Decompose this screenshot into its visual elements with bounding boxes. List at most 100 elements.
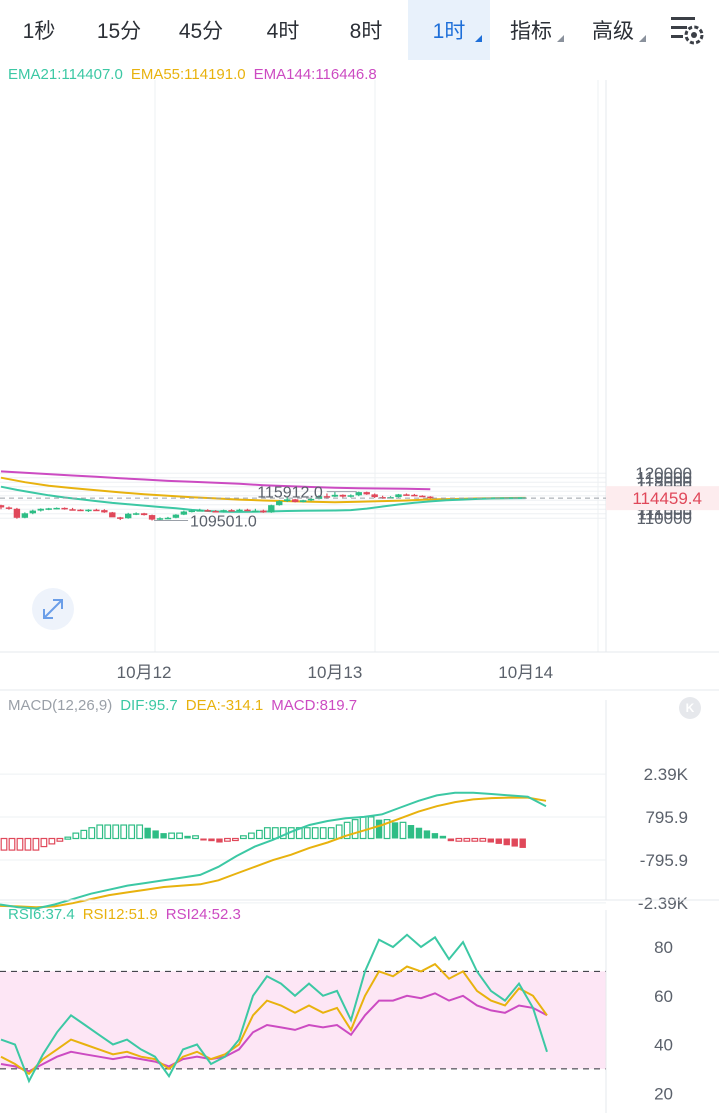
ema55-line [0, 476, 526, 504]
tab-4h[interactable]: 4时 [242, 0, 324, 60]
macd-hist-bar [72, 832, 80, 840]
tab-label: 高级 [592, 20, 634, 43]
ema55-legend: EMA55:114191.0 [130, 66, 246, 83]
macd-hist-bar [32, 837, 40, 851]
macd-hist-bar [351, 819, 359, 840]
candle-down [323, 496, 331, 498]
rsi12-line [0, 962, 548, 1076]
macd-hist-bar [471, 837, 479, 842]
macd-hist-bar [8, 837, 16, 851]
macd-hist-bar [104, 824, 112, 840]
candle-up [331, 494, 339, 497]
chart-settings-icon[interactable] [669, 14, 705, 46]
candle-up [284, 499, 291, 502]
last-price-label: 114459.4 [632, 489, 702, 508]
macd-hist-bar [232, 837, 239, 842]
macd-hist-bar [455, 837, 463, 842]
ema-legend: EMA21:114407.0 EMA55:114191.0 EMA144:11644… [8, 66, 385, 83]
price-tick-label: 110000 [637, 509, 692, 528]
k-line-toggle-button[interactable]: K [679, 697, 701, 719]
macd-hist-bar [399, 821, 407, 840]
candle-down [244, 509, 251, 512]
macd-params-legend: MACD(12,26,9) [8, 697, 113, 714]
candle-down [260, 510, 267, 513]
macd-hist-bar [240, 835, 247, 840]
dea-line [0, 796, 547, 909]
candle-down [101, 510, 108, 513]
candle-up [220, 510, 227, 512]
dropdown-triangle-icon [475, 35, 482, 42]
expand-chart-button[interactable] [32, 588, 74, 630]
timeframe-tab-bar: 1秒 15分 45分 4时 8时 1时 指标 高级 [0, 0, 719, 60]
rsi24-legend: RSI24:52.3 [165, 906, 241, 923]
tab-15m[interactable]: 15分 [78, 0, 160, 60]
candle-up [276, 501, 283, 506]
candle-down [109, 512, 116, 518]
date-axis-label: 10月14 [498, 663, 553, 682]
rsi12-legend: RSI12:51.9 [82, 906, 158, 923]
candle-down [148, 515, 156, 520]
macd-hist-bar [144, 827, 151, 839]
last-price-tag [606, 486, 719, 511]
macd-hist-bar [503, 838, 510, 846]
candle-up [252, 510, 259, 513]
candle-down [93, 509, 100, 512]
macd-hist-bar [40, 837, 48, 848]
macd-hist-bar [255, 829, 263, 840]
macd-hist-bar [96, 824, 104, 840]
candle-down [212, 511, 219, 513]
tab-1h[interactable]: 1时 [408, 0, 490, 60]
tab-label: 8时 [349, 20, 383, 43]
candle-up [307, 498, 315, 501]
dropdown-triangle-icon [639, 35, 646, 42]
macd-hist-bar [120, 824, 128, 840]
macd-hist-bar [463, 837, 471, 842]
price-tick-label: 120000 [635, 464, 692, 483]
macd-hist-bar [375, 819, 383, 839]
indicators-menu[interactable]: 指标 [490, 0, 572, 60]
macd-hist-bar [415, 827, 423, 839]
candle-up [164, 517, 172, 520]
candle-down [403, 494, 410, 496]
high-price-label: 115912.0 [257, 485, 323, 502]
dif-line [0, 791, 547, 910]
candle-up [315, 496, 323, 499]
advanced-menu[interactable]: 高级 [572, 0, 654, 60]
macd-hist-bar [383, 819, 391, 840]
candle-up [37, 508, 44, 511]
tab-label: 1秒 [22, 20, 56, 43]
macd-hist-bar [319, 827, 327, 840]
macd-hist-bar [391, 822, 399, 839]
macd-hist-bar [152, 830, 159, 839]
tab-label: 15分 [96, 20, 142, 43]
dropdown-triangle-icon [557, 35, 564, 42]
macd-hist-bar [112, 824, 120, 840]
macd-hist-bar [407, 825, 415, 839]
macd-hist-bar [88, 827, 96, 840]
macd-hist-bar [56, 837, 64, 842]
candle-up [347, 495, 354, 497]
tab-label: 1时 [432, 20, 466, 43]
tab-label: 4时 [266, 20, 300, 43]
macd-hist-bar [16, 837, 24, 851]
low-price-label: 109501.0 [190, 513, 257, 530]
candlestick-chart[interactable]: 1100001110001120001130001140001150001160… [0, 60, 719, 1113]
macd-hist-bar [192, 835, 199, 840]
macd-hist-bar [311, 827, 319, 840]
candle-up [156, 518, 164, 520]
macd-tick-label: 795.9 [645, 808, 688, 827]
macd-hist-bar [0, 837, 8, 851]
candle-down [69, 509, 76, 511]
rsi-legend: RSI6:37.4 RSI12:51.9 RSI24:52.3 [8, 906, 249, 923]
candle-down [140, 513, 148, 516]
tab-45m[interactable]: 45分 [160, 0, 242, 60]
macd-tick-label: -795.9 [640, 851, 688, 870]
tab-1s[interactable]: 1秒 [0, 0, 78, 60]
candle-up [236, 509, 243, 512]
macd-hist-bar [48, 837, 56, 845]
macd-hist-bar [128, 824, 136, 840]
rsi-band [0, 971, 606, 1069]
tab-8h[interactable]: 8时 [324, 0, 408, 60]
candle-down [427, 496, 434, 499]
candle-down [363, 492, 370, 495]
